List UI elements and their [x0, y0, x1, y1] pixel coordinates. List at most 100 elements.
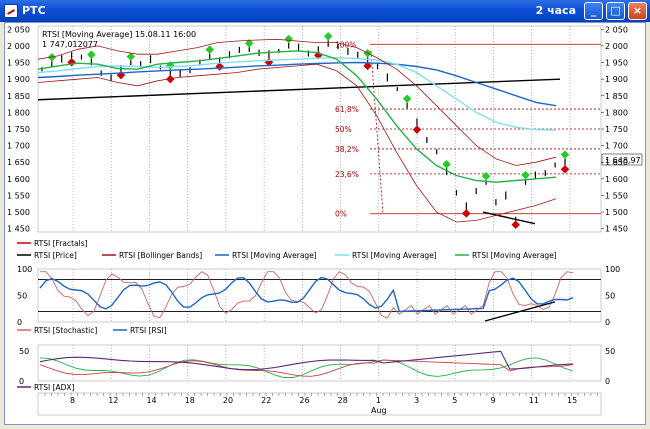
adx-tick-left: 0 — [19, 377, 24, 386]
minimize-button[interactable]: _ — [584, 2, 603, 20]
price-tick-right: 1 700 — [605, 142, 628, 151]
osc-tick-left: 100 — [17, 265, 32, 274]
price-tick-left: 1 750 — [7, 125, 30, 134]
price-tick-left: 1 500 — [7, 208, 30, 217]
trend-line — [37, 78, 561, 101]
osc-tick-right: 100 — [605, 265, 620, 274]
title-bar[interactable]: РТС 2 часа _ □ × — [0, 0, 650, 22]
stochastic-line — [40, 271, 574, 319]
price-tick-left: 1 700 — [7, 142, 30, 151]
legend-label: RTSI [Fractals] — [34, 239, 88, 248]
legend-label: RTSI [RSI] — [130, 326, 167, 335]
price-tick-right: 1 600 — [605, 175, 628, 184]
price-tick-right: 1 550 — [605, 191, 628, 200]
fractal-up-marker — [442, 159, 451, 169]
moving-averages — [37, 38, 561, 223]
month-label: Aug — [371, 406, 387, 415]
adx-line — [39, 350, 574, 371]
price-tick-right: 1 650 — [605, 158, 628, 167]
osc-tick-left: 0 — [17, 318, 22, 327]
fractal-down-marker — [511, 220, 520, 229]
adx-minus-di-line — [39, 359, 574, 377]
price-tick-left: 1 550 — [7, 191, 30, 200]
oscillator-panel[interactable] — [37, 268, 602, 323]
price-tick-left: 1 950 — [7, 59, 30, 68]
chart-area[interactable]: 100% 61,8% 50% 38,2% 23,6% 0% RTSI [Moving Av… — [4, 22, 646, 425]
date-tick: 22 — [261, 396, 271, 405]
date-tick: 8 — [70, 396, 75, 405]
bollinger-lower — [37, 63, 557, 223]
date-tick: 28 — [338, 396, 348, 405]
fib-level-label: 38,2% — [335, 145, 359, 154]
date-ticks: 8 12 14 18 20 22 26 28 1 3 5 9 11 15 — [44, 393, 598, 405]
oscillator-series — [39, 271, 574, 322]
maximize-icon: □ — [610, 4, 621, 17]
price-tick-right: 2 000 — [605, 42, 628, 51]
fractal-up-marker — [244, 39, 254, 48]
date-tick: 14 — [146, 396, 156, 405]
rsi-line — [39, 276, 574, 313]
close-button[interactable]: × — [628, 2, 647, 20]
legend-label: RTSI [ADX] — [34, 383, 75, 392]
fib-diagonal — [370, 50, 384, 214]
legend-label: RTSI [Moving Average] — [472, 251, 557, 260]
fractal-up-marker — [284, 34, 293, 44]
oscillator-legend: RTSI [Stochastic] RTSI [RSI] — [17, 326, 167, 335]
bollinger-upper — [37, 38, 557, 166]
date-tick: 11 — [529, 396, 539, 405]
osc-tick-right: 50 — [605, 292, 615, 301]
price-tick-left: 1 600 — [7, 175, 30, 184]
last-price-label: 1 648,97 — [605, 156, 641, 165]
price-legend: RTSI [Fractals] RTSI [Price] RTSI [Bolling… — [17, 239, 557, 260]
adx-tick-right: 50 — [605, 347, 615, 356]
fractal-up-marker — [126, 52, 136, 61]
fractal-down-marker — [166, 74, 175, 84]
adx-panel[interactable] — [37, 344, 602, 382]
price-tick-left: 1 650 — [7, 158, 30, 167]
info-line-1: RTSI [Moving Average] 15.08.11 16:00 — [42, 30, 196, 39]
price-axis: 2 050 2 050 2 000 2 000 1 950 1 950 1 900 1 900… — [7, 25, 628, 233]
price-tick-left: 2 050 — [7, 25, 30, 34]
price-tick-right: 1 800 — [605, 108, 628, 117]
date-tick: 20 — [223, 396, 233, 405]
minimize-icon: _ — [590, 4, 597, 17]
price-tick-right: 1 900 — [605, 75, 628, 84]
price-tick-right: 1 450 — [605, 225, 628, 234]
fractal-down-marker — [412, 125, 422, 134]
rsi-trend-line — [484, 301, 556, 322]
date-tick: 26 — [299, 396, 309, 405]
legend-label: RTSI [Bollinger Bands] — [119, 251, 202, 260]
fib-level-label: 61,8% — [335, 105, 359, 114]
maximize-button[interactable]: □ — [606, 2, 625, 20]
price-tick-left: 1 900 — [7, 75, 30, 84]
date-tick: 12 — [108, 396, 118, 405]
fib-level-label: 50% — [335, 125, 352, 134]
price-tick-left: 1 800 — [7, 108, 30, 117]
adx-tick-right: 0 — [605, 377, 610, 386]
adx-legend: RTSI [ADX] — [17, 383, 75, 392]
price-tick-right: 2 050 — [605, 25, 628, 34]
osc-tick-right: 0 — [605, 318, 610, 327]
fractal-down-marker — [462, 209, 471, 218]
price-tick-left: 1 850 — [7, 92, 30, 101]
fractal-up-marker — [323, 32, 333, 41]
date-tick: 5 — [452, 396, 457, 405]
fib-level-label: 23,6% — [335, 170, 359, 179]
adx-axis: 50 50 0 0 — [19, 347, 615, 386]
date-tick: 9 — [491, 396, 496, 405]
date-axis — [37, 392, 602, 416]
support-trend-line — [482, 211, 536, 225]
fib-level-label: 0% — [335, 210, 347, 219]
price-tick-right: 1 750 — [605, 125, 628, 134]
fractal-up-marker — [481, 171, 491, 181]
adx-series — [39, 350, 574, 378]
adx-tick-left: 50 — [19, 347, 29, 356]
moving-average-line — [37, 50, 557, 183]
fractal-up-marker — [402, 94, 412, 104]
chart-svg[interactable]: 100%61,8%50%38,2%23,6%0% RTSI [Moving Av… — [5, 23, 645, 424]
date-tick: 15 — [567, 396, 577, 405]
date-tick: 3 — [414, 396, 419, 405]
price-tick-left: 2 000 — [7, 42, 30, 51]
window-title: РТС — [22, 4, 46, 17]
